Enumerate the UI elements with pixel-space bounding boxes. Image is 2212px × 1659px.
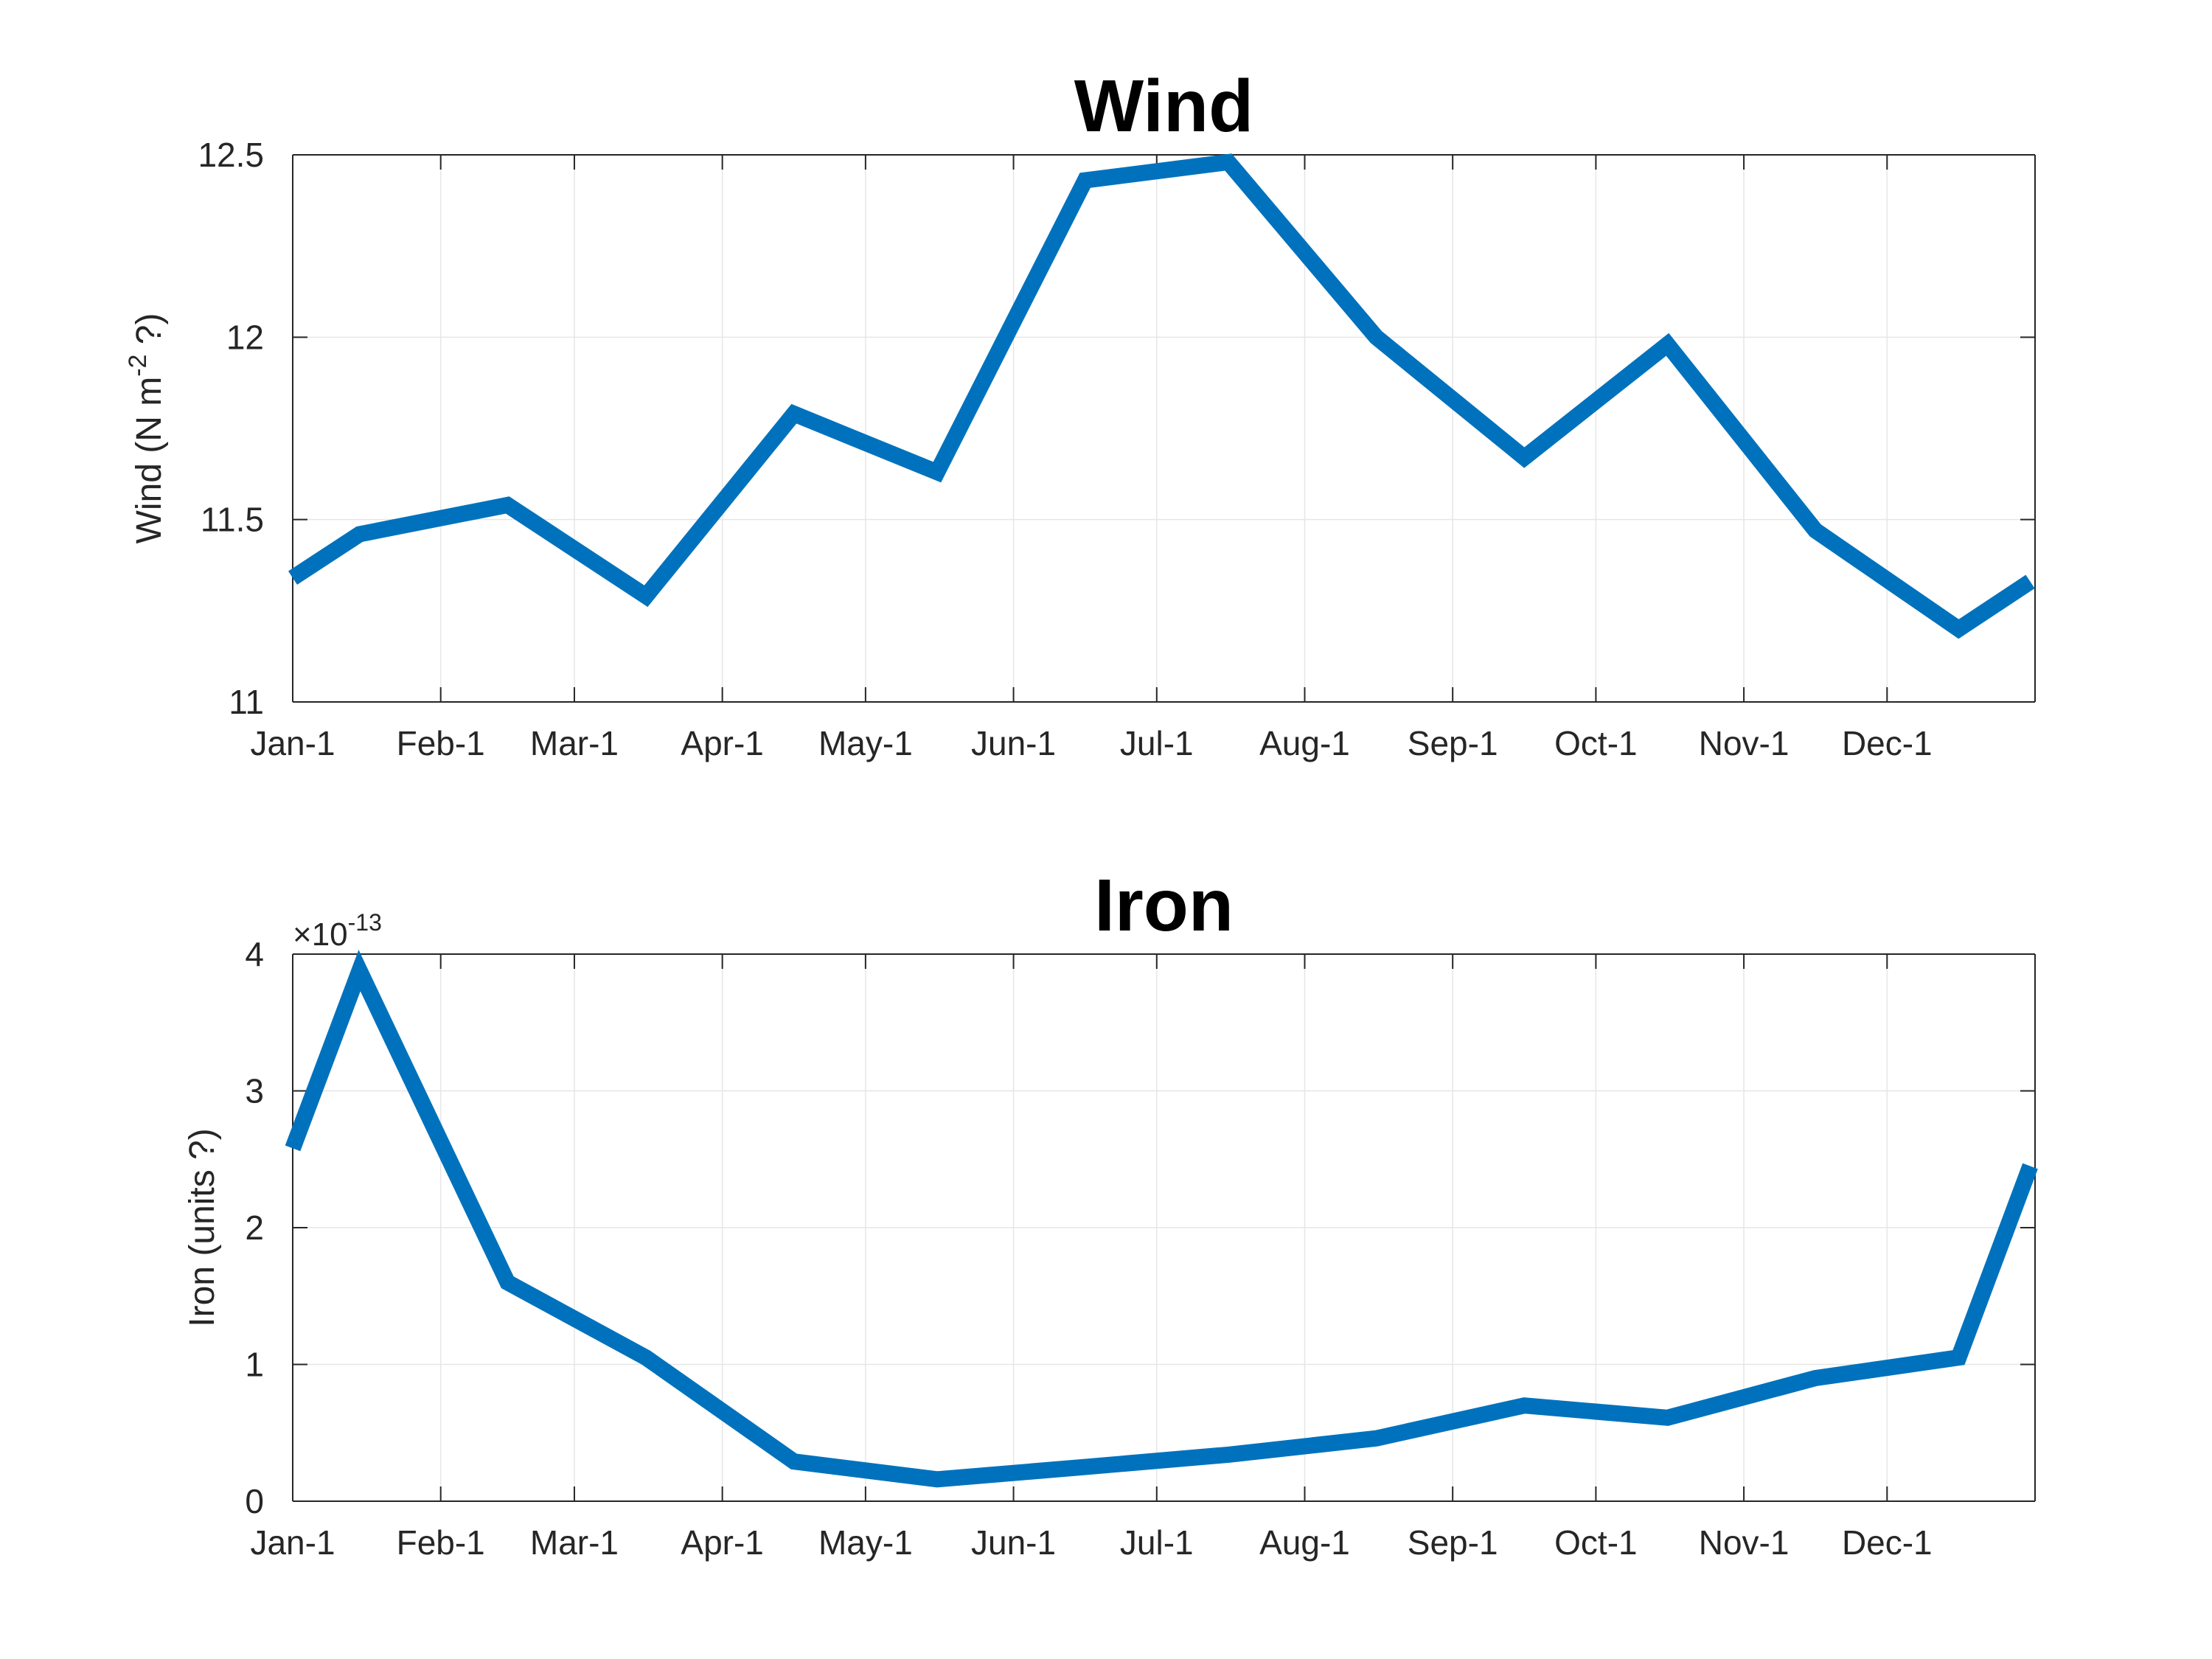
iron-x-tick-label: Oct-1 [1554,1523,1637,1562]
wind-x-tick-label: Aug-1 [1259,724,1350,762]
wind-x-tick-label: May-1 [818,724,913,762]
wind-x-tick-label: Oct-1 [1554,724,1637,762]
iron-x-tick-label: May-1 [818,1523,913,1562]
wind-x-tick-label: Jun-1 [971,724,1056,762]
iron-y-axis-label-text: Iron (units ?) [183,1128,222,1326]
iron-y-exponent-label: ×10-13 [293,909,382,953]
iron-y-axis-label: Iron (units ?) [183,1128,222,1326]
iron-x-tick-label: Nov-1 [1699,1523,1790,1562]
wind-series-line [288,153,2035,639]
iron-x-tick-label: Jun-1 [971,1523,1056,1562]
wind-x-tick-label: Mar-1 [530,724,619,762]
wind-x-tick-label: Nov-1 [1699,724,1790,762]
wind-title: Wind [1074,65,1253,147]
wind-x-tick-label: Feb-1 [397,724,485,762]
iron-x-tick-label: Jan-1 [250,1523,335,1562]
iron-x-tick-label: Sep-1 [1408,1523,1498,1562]
wind-x-tick-label: Sep-1 [1408,724,1498,762]
iron-y-tick-label: 0 [245,1482,264,1520]
wind-x-tick-label: Jul-1 [1120,724,1194,762]
iron-x-tick-label: Apr-1 [681,1523,763,1562]
iron-series-line [285,950,2038,1488]
wind-y-tick-label: 12 [226,318,264,356]
iron-chart: Jan-1 Feb-1 Mar-1 Apr-1 May-1 Jun-1 Jul-1 Aug-1… [183,864,2038,1562]
wind-y-axis-label-text: Wind (N m [130,377,169,544]
wind-y-tick-label: 11.5 [201,501,264,539]
wind-chart: Jan-1 Feb-1 Mar-1 Apr-1 May-1 Jun-1 Jul-1 Aug-1… [124,65,2036,762]
iron-x-tick-label: Dec-1 [1842,1523,1933,1562]
iron-y-exponent-base: ×10 [293,917,348,953]
iron-x-tick-label: Jul-1 [1120,1523,1194,1562]
wind-x-tick-label: Dec-1 [1842,724,1933,762]
iron-y-tick-label: 4 [245,935,264,973]
wind-y-tick-label: 12.5 [198,136,264,174]
iron-x-tick-label: Mar-1 [530,1523,619,1562]
iron-y-tick-label: 3 [245,1072,264,1110]
wind-y-axis-label: Wind (N m-2 ?) [124,313,169,544]
iron-y-tick-label: 2 [245,1208,264,1247]
iron-title: Iron [1094,864,1234,947]
wind-y-axis-label-suffix: ?) [130,313,169,355]
iron-x-tick-label: Aug-1 [1259,1523,1350,1562]
iron-y-exponent-power: -13 [348,909,382,936]
iron-y-tick-label: 1 [245,1346,264,1384]
wind-x-tick-label: Apr-1 [681,724,763,762]
iron-x-tick-label: Feb-1 [397,1523,485,1562]
wind-x-tick-label: Jan-1 [250,724,335,762]
wind-y-tick-label: 11 [229,683,264,721]
wind-y-axis-label-superscript: -2 [124,355,152,377]
